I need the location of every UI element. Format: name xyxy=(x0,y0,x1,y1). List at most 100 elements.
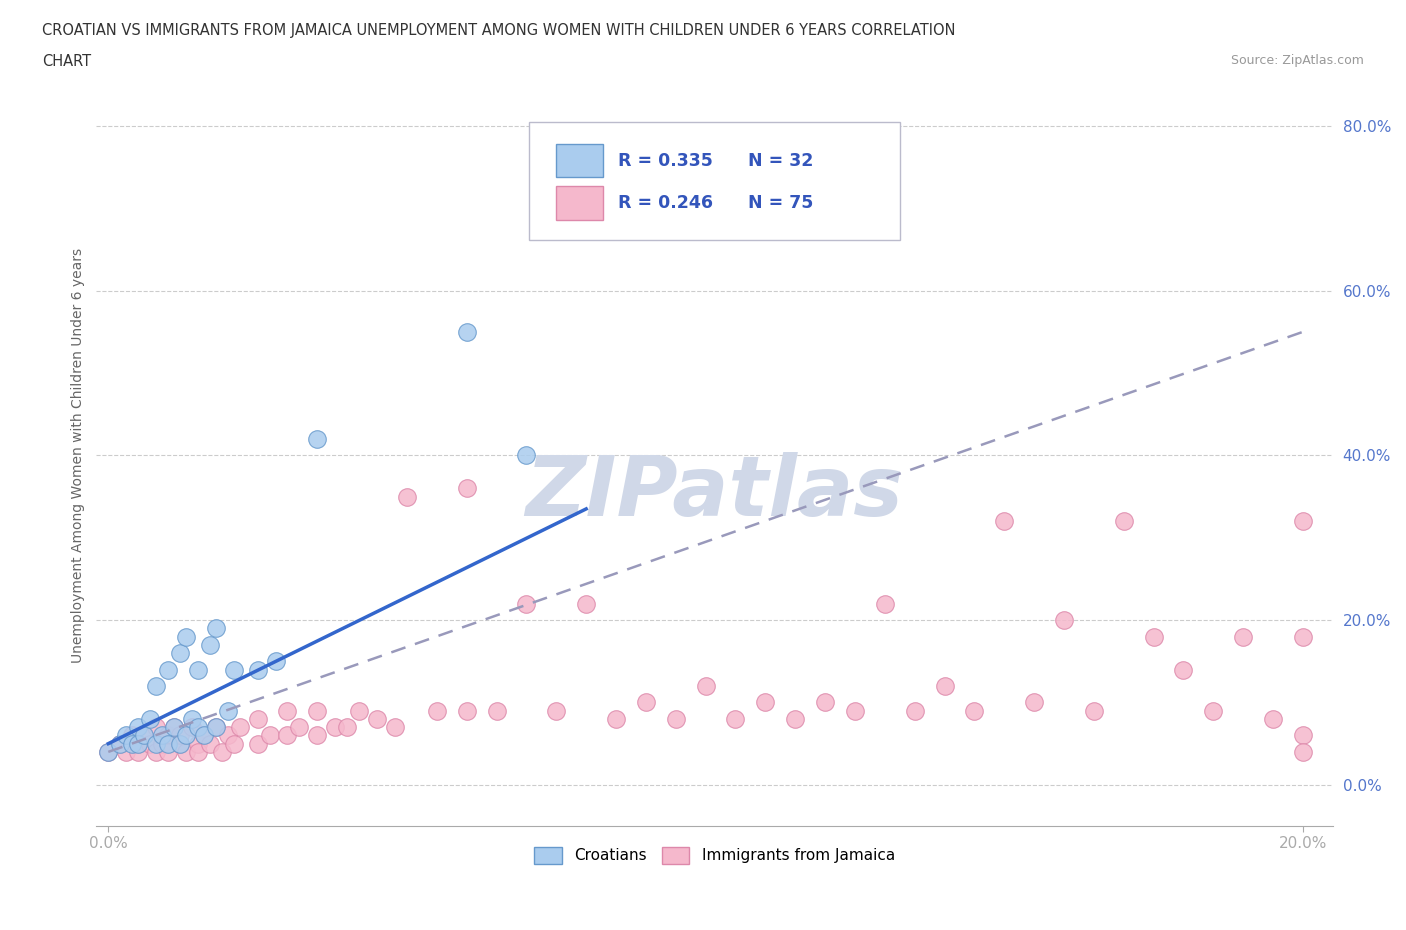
Point xyxy=(150,737,173,751)
Text: CROATIAN VS IMMIGRANTS FROM JAMAICA UNEMPLOYMENT AMONG WOMEN WITH CHILDREN UNDER: CROATIAN VS IMMIGRANTS FROM JAMAICA UNEM… xyxy=(42,23,956,38)
Point xyxy=(127,744,149,759)
Point xyxy=(785,711,807,726)
Legend: Croatians, Immigrants from Jamaica: Croatians, Immigrants from Jamaica xyxy=(529,841,901,870)
Point xyxy=(336,720,359,735)
Point xyxy=(1261,711,1284,726)
Point xyxy=(307,728,329,743)
Point xyxy=(181,711,204,726)
Point xyxy=(97,744,120,759)
Point xyxy=(187,720,209,735)
Point xyxy=(157,744,180,759)
Point xyxy=(228,720,250,735)
Point xyxy=(546,703,568,718)
Point xyxy=(139,737,162,751)
Point xyxy=(115,744,138,759)
Text: N = 32: N = 32 xyxy=(748,152,813,170)
Point xyxy=(814,695,837,710)
Point xyxy=(193,728,215,743)
Point xyxy=(1292,744,1315,759)
Point xyxy=(384,720,406,735)
Point xyxy=(963,703,986,718)
Point xyxy=(246,662,269,677)
Point xyxy=(163,720,186,735)
Point xyxy=(264,654,287,669)
Point xyxy=(174,744,197,759)
Point xyxy=(515,596,537,611)
Point xyxy=(1202,703,1225,718)
Y-axis label: Unemployment Among Women with Children Under 6 years: Unemployment Among Women with Children U… xyxy=(72,247,86,663)
Point xyxy=(456,325,478,339)
Point xyxy=(695,679,717,694)
Text: R = 0.335: R = 0.335 xyxy=(619,152,713,170)
Point xyxy=(157,662,180,677)
Point xyxy=(187,662,209,677)
Point xyxy=(222,737,245,751)
Point xyxy=(307,432,329,446)
Point xyxy=(754,695,776,710)
Point xyxy=(515,448,537,463)
Text: CHART: CHART xyxy=(42,54,91,69)
Point xyxy=(217,728,239,743)
Point xyxy=(246,711,269,726)
Point xyxy=(259,728,281,743)
Point xyxy=(198,737,221,751)
Point xyxy=(904,703,927,718)
Text: Source: ZipAtlas.com: Source: ZipAtlas.com xyxy=(1230,54,1364,67)
Point xyxy=(97,744,120,759)
Point xyxy=(193,728,215,743)
Point xyxy=(1292,629,1315,644)
Point xyxy=(1292,514,1315,529)
Point xyxy=(288,720,311,735)
Point xyxy=(217,703,239,718)
Point xyxy=(127,737,149,751)
Point xyxy=(157,737,180,751)
Point xyxy=(1024,695,1046,710)
Point xyxy=(163,720,186,735)
Point xyxy=(605,711,627,726)
Text: ZIPatlas: ZIPatlas xyxy=(526,452,904,533)
Point xyxy=(134,728,156,743)
Point xyxy=(110,737,132,751)
Point xyxy=(426,703,449,718)
Point xyxy=(204,720,226,735)
Point xyxy=(127,720,149,735)
Point xyxy=(198,637,221,652)
Point xyxy=(145,737,167,751)
Point xyxy=(139,711,162,726)
Point xyxy=(634,695,657,710)
Point xyxy=(115,728,138,743)
Point xyxy=(169,645,191,660)
Point xyxy=(485,703,508,718)
Text: N = 75: N = 75 xyxy=(748,194,813,212)
Point xyxy=(121,728,143,743)
Point xyxy=(1142,629,1164,644)
Point xyxy=(204,621,226,636)
Point xyxy=(873,596,896,611)
Point xyxy=(844,703,866,718)
Point xyxy=(276,703,298,718)
Point xyxy=(181,720,204,735)
Point xyxy=(174,629,197,644)
Point xyxy=(127,737,149,751)
Point xyxy=(395,489,418,504)
Point xyxy=(169,728,191,743)
Point xyxy=(187,744,209,759)
Point xyxy=(347,703,370,718)
Point xyxy=(145,720,167,735)
FancyBboxPatch shape xyxy=(557,186,603,219)
Point xyxy=(121,737,143,751)
Point xyxy=(323,720,346,735)
Point xyxy=(1053,613,1076,628)
Point xyxy=(169,737,191,751)
Point xyxy=(145,744,167,759)
Point xyxy=(665,711,688,726)
Point xyxy=(134,728,156,743)
Point xyxy=(169,737,191,751)
Point xyxy=(246,737,269,751)
Point xyxy=(204,720,226,735)
FancyBboxPatch shape xyxy=(557,144,603,178)
Point xyxy=(174,728,197,743)
Point xyxy=(222,662,245,677)
Point xyxy=(1173,662,1195,677)
Point xyxy=(276,728,298,743)
